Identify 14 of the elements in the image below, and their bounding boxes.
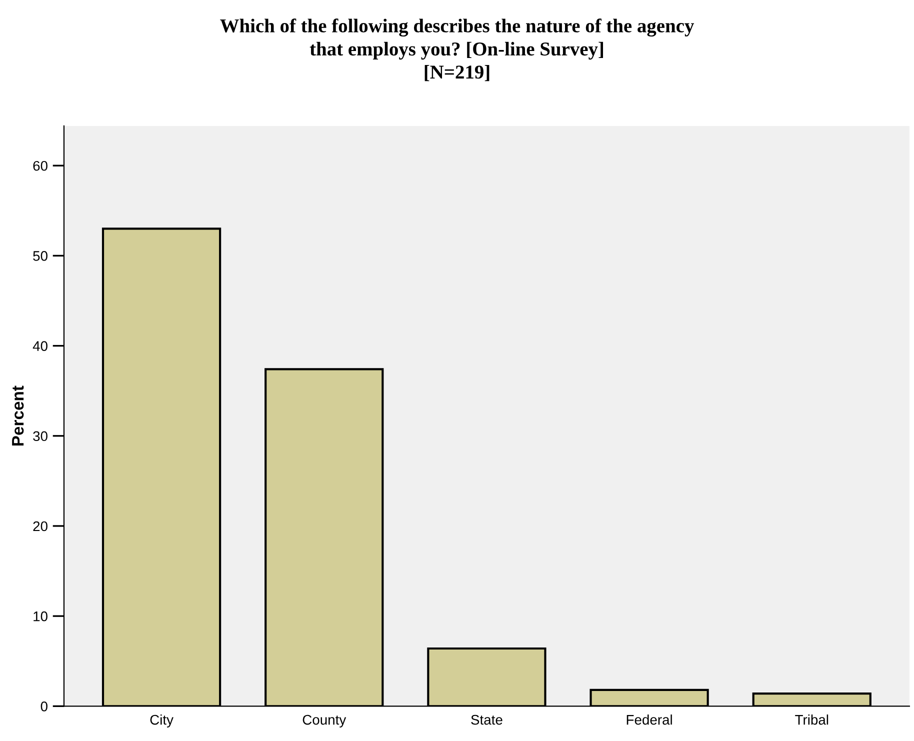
y-tick-label: 30	[33, 431, 48, 442]
y-axis-title: Percent	[12, 386, 24, 446]
x-tick-label: Tribal	[795, 714, 828, 725]
x-tick-label: City	[150, 714, 174, 728]
y-tick-label: 50	[33, 251, 48, 261]
x-tick-label: Federal	[626, 714, 672, 725]
y-tick-label: 20	[33, 521, 48, 532]
x-tick-label: County	[302, 714, 346, 728]
x-tick-label: State	[471, 714, 502, 725]
y-tick-label: 60	[33, 160, 48, 171]
y-tick-label: 10	[34, 611, 48, 622]
y-tick-label: 0	[40, 702, 48, 712]
chart-title: Which of the following describes the nature of the agency that employs you? [On-line Survey] [N=219]	[220, 18, 694, 82]
y-tick-label: 40	[32, 341, 48, 351]
